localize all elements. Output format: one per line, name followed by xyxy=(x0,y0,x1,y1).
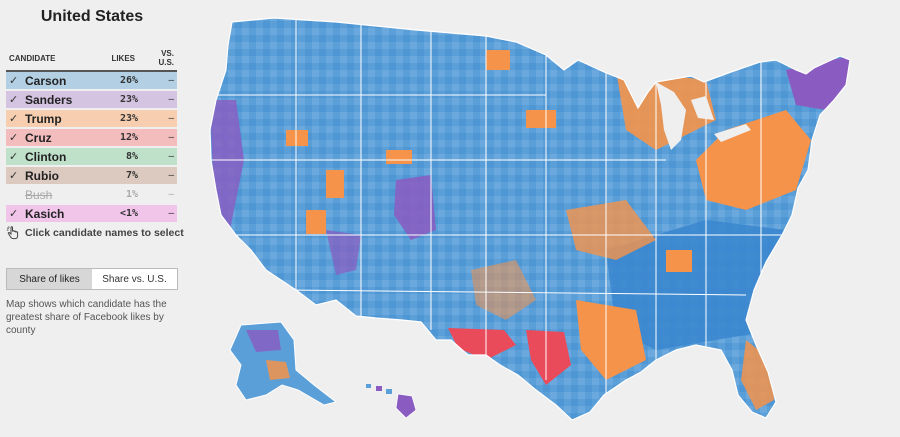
candidate-likes: 12% xyxy=(97,128,141,148)
candidate-row-sanders[interactable]: ✓ Sanders 23% – xyxy=(6,90,177,110)
alaska-counties[interactable] xyxy=(229,321,338,406)
checkmark-icon xyxy=(6,185,22,205)
checkmark-icon: ✓ xyxy=(6,166,22,186)
lake-michigan xyxy=(656,82,686,150)
view-toggle: Share of likes Share vs. U.S. xyxy=(6,268,178,290)
sanders-region-colorado xyxy=(394,175,436,240)
sanders-region-southwest xyxy=(326,230,361,275)
header-likes: LIKES xyxy=(97,47,141,72)
trump-county xyxy=(286,130,308,146)
national-border xyxy=(209,17,851,421)
trump-region-plains xyxy=(471,260,536,320)
select-hint: Click candidate names to select xyxy=(6,226,184,240)
trump-county xyxy=(486,50,510,70)
candidate-likes: 8% xyxy=(97,147,141,167)
checkmark-icon: ✓ xyxy=(6,109,22,129)
candidate-name[interactable]: Cruz xyxy=(22,128,97,148)
candidate-likes: <1% xyxy=(97,204,141,224)
candidate-vs-us: – xyxy=(141,185,177,205)
candidate-vs-us: – xyxy=(141,204,177,224)
candidate-name[interactable]: Bush xyxy=(22,185,97,205)
candidate-row-rubio[interactable]: ✓ Rubio 7% – xyxy=(6,166,177,186)
candidate-row-cruz[interactable]: ✓ Cruz 12% – xyxy=(6,128,177,148)
candidate-vs-us: – xyxy=(141,147,177,167)
table-header: CANDIDATE LIKES VS. U.S. xyxy=(6,47,177,72)
trump-county xyxy=(666,250,692,272)
candidate-likes: 7% xyxy=(97,166,141,186)
candidate-row-clinton[interactable]: ✓ Clinton 8% – xyxy=(6,147,177,167)
checkmark-icon: ✓ xyxy=(6,71,22,91)
checkmark-icon: ✓ xyxy=(6,204,22,224)
candidate-row-trump[interactable]: ✓ Trump 23% – xyxy=(6,109,177,129)
lake-erie xyxy=(714,124,751,142)
trump-region-gulf xyxy=(576,300,646,380)
map-description: Map shows which candidate has the greate… xyxy=(6,299,167,336)
candidate-vs-us: – xyxy=(141,166,177,186)
candidate-name[interactable]: Rubio xyxy=(22,166,97,186)
hawaii-counties[interactable] xyxy=(366,384,417,419)
header-vs-us: VS. U.S. xyxy=(141,47,177,72)
checkmark-icon: ✓ xyxy=(6,90,22,110)
pointer-hand-icon xyxy=(6,226,19,240)
candidate-vs-us: – xyxy=(141,90,177,110)
candidate-likes: 23% xyxy=(97,109,141,129)
hint-text: Click candidate names to select xyxy=(25,227,184,239)
candidate-vs-us: – xyxy=(141,71,177,91)
header-candidate: CANDIDATE xyxy=(6,47,97,72)
carson-dark-region xyxy=(606,220,786,350)
candidate-name[interactable]: Clinton xyxy=(22,147,97,167)
candidate-name[interactable]: Sanders xyxy=(22,90,97,110)
candidate-name[interactable]: Carson xyxy=(22,71,97,91)
checkmark-icon: ✓ xyxy=(6,147,22,167)
sidebar-panel: United States CANDIDATE LIKES VS. U.S. ✓… xyxy=(0,0,185,437)
candidate-likes: 26% xyxy=(97,71,141,91)
candidate-row-bush[interactable]: Bush 1% – xyxy=(6,185,177,205)
trump-county xyxy=(306,210,326,234)
candidate-name[interactable]: Trump xyxy=(22,109,97,129)
sanders-region-new-england xyxy=(786,56,850,110)
trump-region-central xyxy=(566,200,656,260)
cruz-region-texas-west xyxy=(448,328,516,360)
sanders-region-west-coast xyxy=(210,100,244,230)
candidate-row-carson[interactable]: ✓ Carson 26% – xyxy=(6,71,177,91)
trump-county xyxy=(326,170,344,198)
candidate-vs-us: – xyxy=(141,109,177,129)
cruz-region-texas-east xyxy=(526,330,571,385)
share-vs-us-button[interactable]: Share vs. U.S. xyxy=(92,269,177,289)
lake-superior xyxy=(606,70,674,84)
candidate-likes: 1% xyxy=(97,185,141,205)
candidate-likes: 23% xyxy=(97,90,141,110)
candidate-row-kasich[interactable]: ✓ Kasich <1% – xyxy=(6,204,177,224)
candidate-vs-us: – xyxy=(141,128,177,148)
candidate-table: CANDIDATE LIKES VS. U.S. ✓ Carson 26% – ✓ San… xyxy=(6,47,177,224)
region-title: United States xyxy=(40,8,144,25)
trump-county xyxy=(526,110,556,128)
share-of-likes-button[interactable]: Share of likes xyxy=(7,269,92,289)
checkmark-icon: ✓ xyxy=(6,128,22,148)
lake-huron xyxy=(691,96,714,120)
us-county-map[interactable] xyxy=(186,0,900,437)
candidate-name[interactable]: Kasich xyxy=(22,204,97,224)
trump-county xyxy=(386,150,412,164)
